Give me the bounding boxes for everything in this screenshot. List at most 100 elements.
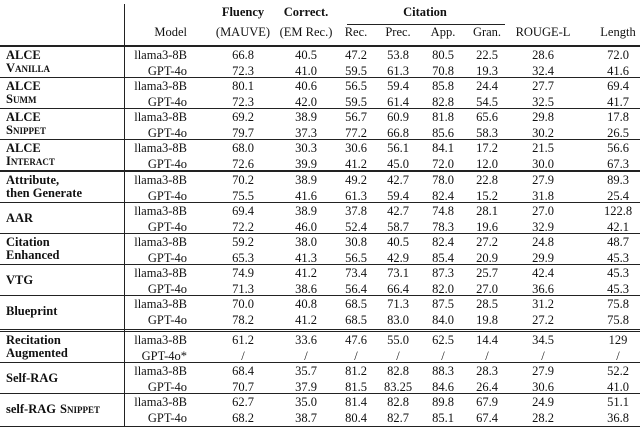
header-group: Correct. — [283, 5, 329, 19]
cell-value: 39.9 — [295, 156, 317, 171]
cell-value: 70.0 — [232, 297, 254, 311]
method-cell: Attribute, then Generate — [6, 172, 122, 202]
cell-value: 87.3 — [432, 266, 454, 280]
rule — [0, 77, 640, 78]
cell-value: 36.6 — [532, 281, 554, 296]
cell-value: 42.9 — [387, 250, 409, 265]
method-name: Enhanced — [6, 248, 60, 262]
model: llama3-8B — [134, 48, 187, 62]
cell-value: 41.2 — [295, 266, 317, 280]
method-variant: Interact — [6, 154, 55, 168]
cell-value: 68.2 — [232, 410, 254, 425]
cell-value: 41.0 — [607, 379, 629, 394]
cell-value: 70.2 — [232, 173, 254, 187]
model: llama3-8B — [134, 141, 187, 155]
cell-value: 80.4 — [345, 410, 367, 425]
cell-value: 82.7 — [387, 410, 409, 425]
cell-value: 53.8 — [387, 48, 409, 62]
cell-value: 42.1 — [607, 219, 629, 234]
cell-value: 25.7 — [476, 266, 498, 280]
cell-value: 28.1 — [476, 204, 498, 218]
cell-value: 49.2 — [345, 173, 367, 187]
cell-value: 67.3 — [607, 156, 629, 171]
cell-value: 56.5 — [345, 250, 367, 265]
cell-value: 30.6 — [532, 379, 554, 394]
cell-value: 19.8 — [476, 312, 498, 327]
cell-value: 75.8 — [607, 312, 629, 327]
cell-value: 28.2 — [532, 410, 554, 425]
cell-value: 37.3 — [295, 125, 317, 140]
cell-value: 41.7 — [607, 94, 629, 109]
cell-value: 31.2 — [532, 297, 554, 311]
cell-value: 38.9 — [295, 204, 317, 218]
cell-value: 72.2 — [232, 219, 254, 234]
cell-value: / — [396, 348, 400, 363]
cell-value: 75.5 — [232, 188, 254, 203]
model: GPT-4o — [147, 219, 187, 234]
cell-value: 71.3 — [387, 297, 409, 311]
cell-value: 38.9 — [295, 173, 317, 187]
cell-value: 81.5 — [345, 379, 367, 394]
cell-value: 54.5 — [476, 94, 498, 109]
cell-value: 32.4 — [532, 63, 554, 78]
rule — [0, 362, 640, 363]
cell-value: 41.2 — [345, 156, 367, 171]
cell-value: 74.8 — [432, 204, 454, 218]
header-column: Gran. — [472, 25, 502, 39]
header-column: App. — [430, 25, 456, 39]
cell-value: 79.7 — [232, 125, 254, 140]
header-column: Prec. — [385, 25, 411, 39]
model: llama3-8B — [134, 364, 187, 378]
cell-value: 28.3 — [476, 364, 498, 378]
cell-value: 24.8 — [532, 235, 554, 249]
cell-value: 72.0 — [607, 48, 629, 62]
cell-value: 26.5 — [607, 125, 629, 140]
cell-value: 35.0 — [295, 395, 317, 409]
method-name: Augmented — [6, 346, 68, 360]
model: GPT-4o — [147, 188, 187, 203]
method-variant: Vanilla — [6, 61, 51, 75]
cell-value: 41.2 — [295, 312, 317, 327]
cell-value: 85.1 — [432, 410, 454, 425]
rule — [0, 45, 640, 47]
cell-value: 24.9 — [532, 395, 554, 409]
cell-value: 82.8 — [432, 94, 454, 109]
cell-value: 56.5 — [345, 79, 367, 93]
method-name: self-RAG Snippet — [6, 401, 100, 416]
method-cell: ALCE Summ — [6, 78, 122, 108]
cell-value: / — [541, 348, 545, 363]
method-cell: Self-RAG — [6, 363, 122, 393]
cell-value: 31.8 — [532, 188, 554, 203]
cell-value: 27.2 — [532, 312, 554, 327]
model: llama3-8B — [134, 79, 187, 93]
cell-value: 56.4 — [345, 281, 367, 296]
cell-value: 27.2 — [476, 235, 498, 249]
cell-value: 30.0 — [532, 156, 554, 171]
method-cell: VTG — [6, 265, 122, 295]
model: GPT-4o — [147, 94, 187, 109]
cell-value: 41.3 — [295, 250, 317, 265]
cell-value: 27.9 — [532, 173, 554, 187]
cell-value: 65.6 — [476, 110, 498, 124]
header-column: Length — [600, 25, 636, 39]
method-cell: ALCE Interact — [6, 140, 122, 170]
model: llama3-8B — [134, 333, 187, 347]
header-column: Rec. — [344, 25, 368, 39]
model: GPT-4o — [147, 125, 187, 140]
model: GPT-4o — [147, 281, 187, 296]
cell-value: 89.3 — [607, 173, 629, 187]
column-rule — [124, 4, 125, 426]
rule — [0, 295, 640, 296]
cell-value: / — [241, 348, 245, 363]
cell-value: 67.9 — [476, 395, 498, 409]
cell-value: 17.8 — [607, 110, 629, 124]
rule — [0, 108, 640, 109]
cell-value: 78.2 — [232, 312, 254, 327]
cell-value: 72.6 — [232, 156, 254, 171]
cell-value: 40.5 — [295, 48, 317, 62]
cell-value: 66.8 — [387, 125, 409, 140]
cell-value: 38.6 — [295, 281, 317, 296]
cell-value: 61.2 — [232, 333, 254, 347]
cell-value: 42.7 — [387, 173, 409, 187]
